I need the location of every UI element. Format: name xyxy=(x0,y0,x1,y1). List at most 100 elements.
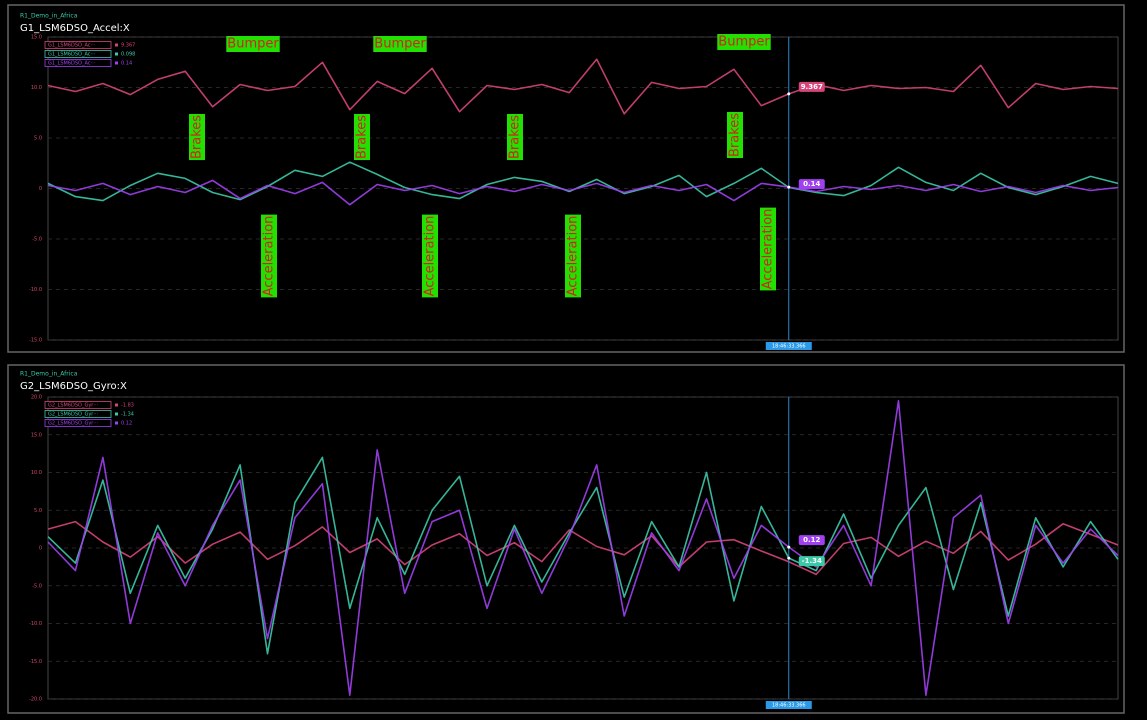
cursor-value: 0.14 xyxy=(803,180,820,188)
annotation-box xyxy=(727,111,743,159)
annotation-box xyxy=(189,113,205,161)
legend-box xyxy=(44,419,112,427)
legend-value: -1.34 xyxy=(121,412,134,418)
panel-frame xyxy=(7,4,1125,353)
legend-value: 0.14 xyxy=(121,61,132,67)
cursor-dot xyxy=(787,92,791,96)
legend-swatch xyxy=(115,412,118,416)
annotation-text: Brakes xyxy=(508,115,523,159)
series-line xyxy=(47,179,1119,206)
cursor-dot xyxy=(787,185,791,189)
y-tick-label: 10.0 xyxy=(31,470,42,476)
legend-swatch xyxy=(115,403,118,407)
cursor-value: 0.12 xyxy=(803,536,820,544)
cursor-time: 18:46:33.366 xyxy=(772,344,806,350)
annotation-box xyxy=(507,113,523,161)
annotation-text: Bumper xyxy=(374,37,426,52)
y-tick-label: -10.0 xyxy=(29,287,42,293)
cursor-value-box xyxy=(798,179,825,190)
y-tick-label: 10.0 xyxy=(31,85,42,91)
annotation: Bumper xyxy=(373,36,427,52)
y-tick-label: -15.0 xyxy=(29,338,42,344)
annotation-text: Acceleration xyxy=(761,209,776,290)
cursor-value-box xyxy=(798,556,825,567)
annotation: Acceleration xyxy=(422,214,438,298)
legend-name: G2_LSM6DSO_Gyr··· xyxy=(48,421,99,427)
y-tick-label: 5.0 xyxy=(34,508,42,514)
legend-box xyxy=(44,50,112,58)
series-line xyxy=(47,520,1119,576)
chart-title: G1_LSM6DSO_Accel:X xyxy=(20,23,130,34)
legend-name: G1_LSM6DSO_Ac··· xyxy=(48,52,96,58)
y-tick-label: 0 xyxy=(39,546,42,552)
y-tick-label: -5.0 xyxy=(32,583,42,589)
annotation: Brakes xyxy=(507,113,523,161)
cursor-dot xyxy=(787,556,791,560)
cursor-time: 18:46:33.366 xyxy=(772,703,806,709)
annotation-box xyxy=(354,113,370,161)
y-tick-label: -10.0 xyxy=(29,621,42,627)
annotation-box xyxy=(261,214,277,298)
panel-label: R1_Demo_in_Africa xyxy=(20,371,78,378)
legend-box xyxy=(44,59,112,67)
legend-swatch xyxy=(115,52,118,56)
annotation-text: Acceleration xyxy=(423,216,438,297)
annotation-box xyxy=(565,214,581,298)
y-tick-label: 5.0 xyxy=(34,136,42,142)
y-tick-label: 15.0 xyxy=(31,432,42,438)
series-line xyxy=(47,58,1119,115)
legend-box xyxy=(44,401,112,409)
annotation-text: Acceleration xyxy=(566,216,581,297)
legend-name: G1_LSM6DSO_Ac··· xyxy=(48,43,96,49)
annotation: Bumper xyxy=(226,36,280,52)
annotation: Brakes xyxy=(189,113,205,161)
y-tick-label: -20.0 xyxy=(29,697,42,703)
annotation-box xyxy=(422,214,438,298)
legend-box xyxy=(44,410,112,418)
y-tick-label: -15.0 xyxy=(29,659,42,665)
annotation-box xyxy=(760,207,776,291)
chart-title: G2_LSM6DSO_Gyro:X xyxy=(20,381,127,392)
y-tick-label: 0 xyxy=(39,186,42,192)
annotation-box xyxy=(373,36,427,52)
y-tick-label: -5.0 xyxy=(32,237,42,243)
series-line xyxy=(47,400,1119,696)
annotation-text: Bumper xyxy=(227,37,279,52)
annotation: Acceleration xyxy=(261,214,277,298)
annotation: Acceleration xyxy=(760,207,776,291)
cursor-time-box xyxy=(765,342,812,350)
legend-value: 0.098 xyxy=(121,52,135,58)
cursor-value: -1.34 xyxy=(802,557,822,565)
legend-swatch xyxy=(115,421,118,425)
legend-name: G2_LSM6DSO_Gyr··· xyxy=(48,403,99,409)
annotation-box xyxy=(226,36,280,52)
series-line xyxy=(47,161,1119,202)
annotation-text: Bumper xyxy=(718,35,770,50)
y-tick-label: 15.0 xyxy=(31,35,42,41)
legend-value: -1.83 xyxy=(121,403,134,409)
annotation-text: Brakes xyxy=(728,113,743,157)
y-tick-label: 20.0 xyxy=(31,395,42,401)
legend-name: G1_LSM6DSO_Ac··· xyxy=(48,61,96,67)
cursor-dot xyxy=(787,545,791,549)
legend-value: 9.367 xyxy=(121,43,135,49)
panel-label: R1_Demo_in_Africa xyxy=(20,13,78,20)
legend-box xyxy=(44,41,112,49)
annotation: Brakes xyxy=(727,111,743,159)
legend-name: G2_LSM6DSO_Gyr··· xyxy=(48,412,99,418)
cursor-value-box xyxy=(798,81,825,92)
series-line xyxy=(47,456,1119,655)
cursor-value: 9.367 xyxy=(801,83,823,91)
legend-value: 0.12 xyxy=(121,421,132,427)
cursor-value-box xyxy=(798,535,825,546)
annotation: Brakes xyxy=(354,113,370,161)
legend-swatch xyxy=(115,61,118,65)
legend-swatch xyxy=(115,43,118,47)
annotation-text: Acceleration xyxy=(262,216,277,297)
annotation-text: Brakes xyxy=(355,115,370,159)
annotation-text: Brakes xyxy=(190,115,205,159)
cursor-time-box xyxy=(765,701,812,709)
annotation: Bumper xyxy=(717,34,771,50)
